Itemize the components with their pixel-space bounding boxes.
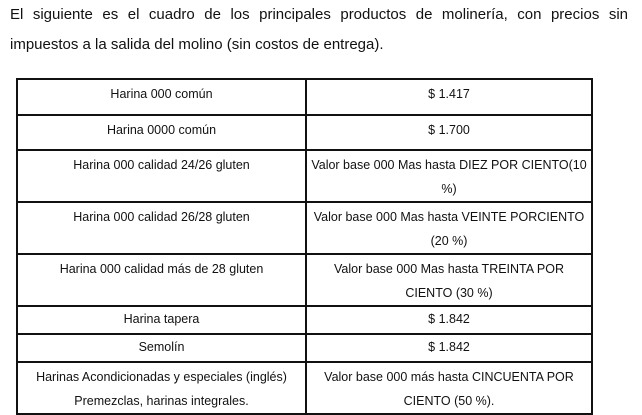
price-cell: Valor base 000 Mas hasta DIEZ POR CIENTO… — [305, 149, 593, 203]
price-cell: Valor base 000 más hasta CINCUENTA POR C… — [305, 361, 593, 415]
product-cell: Harina tapera — [16, 305, 307, 335]
table-row: Harina tapera $ 1.842 — [16, 305, 593, 335]
price-cell: Valor base 000 Mas hasta TREINTA POR CIE… — [305, 253, 593, 307]
product-cell: Harina 000 calidad 24/26 gluten — [16, 149, 307, 203]
price-cell: $ 1.417 — [305, 78, 593, 116]
product-cell: Harina 000 calidad 26/28 gluten — [16, 201, 307, 255]
price-cell: Valor base 000 Mas hasta VEINTE PORCIENT… — [305, 201, 593, 255]
table-row: Harina 000 calidad 26/28 gluten Valor bas… — [16, 201, 593, 255]
table-row: Semolín $ 1.842 — [16, 333, 593, 363]
table-row: Harina 000 común $ 1.417 — [16, 78, 593, 116]
price-cell: $ 1.842 — [305, 305, 593, 335]
product-cell: Harina 0000 común — [16, 114, 307, 151]
intro-paragraph: El siguiente es el cuadro de los princip… — [10, 6, 628, 53]
table-row: Harina 000 calidad 24/26 gluten Valor bas… — [16, 149, 593, 203]
price-cell: $ 1.700 — [305, 114, 593, 151]
product-cell: Semolín — [16, 333, 307, 363]
table-row: Harina 000 calidad más de 28 gluten Valor… — [16, 253, 593, 307]
table-row: Harina 0000 común $ 1.700 — [16, 114, 593, 151]
product-cell: Harinas Acondicionadas y especiales (ing… — [16, 361, 307, 415]
price-cell: $ 1.842 — [305, 333, 593, 363]
table-row: Harinas Acondicionadas y especiales (ing… — [16, 361, 593, 415]
products-price-table: Harina 000 común $ 1.417 Harina 0000 común… — [16, 78, 593, 415]
product-cell: Harina 000 calidad más de 28 gluten — [16, 253, 307, 307]
product-cell: Harina 000 común — [16, 78, 307, 116]
